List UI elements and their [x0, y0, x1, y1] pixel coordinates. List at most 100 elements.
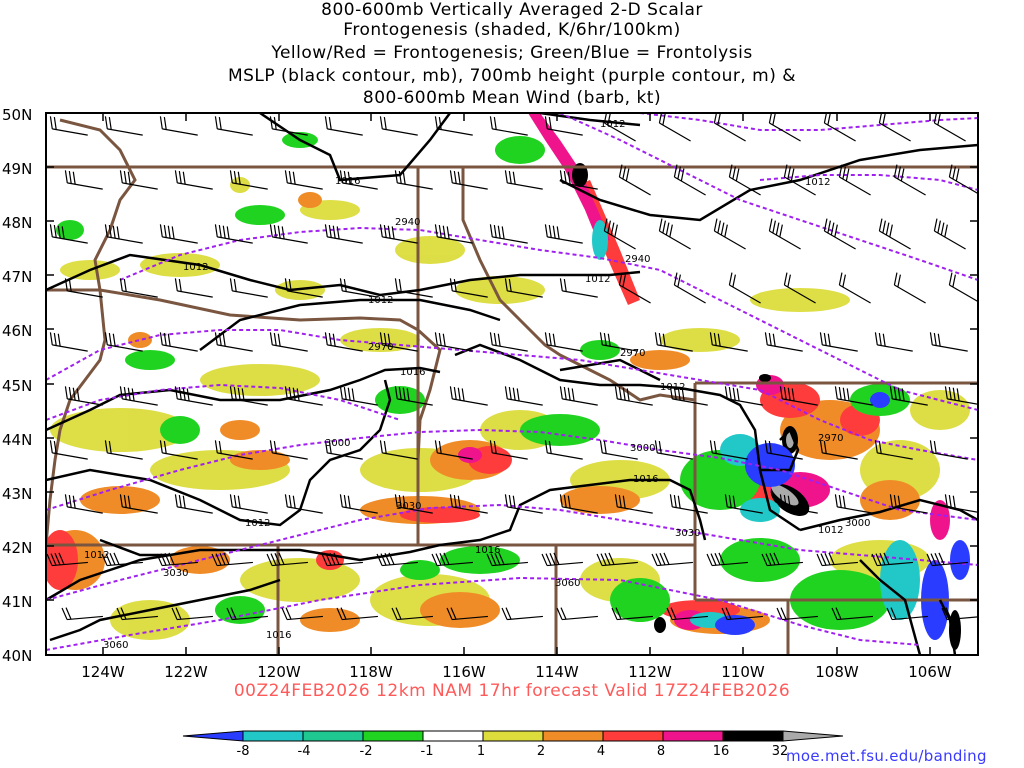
mslp-label: 1012 — [660, 382, 685, 393]
height-label: 3000 — [325, 438, 350, 449]
wind-barb — [119, 494, 158, 514]
lon-label: 106W — [908, 663, 952, 681]
wind-barb — [61, 607, 103, 621]
credit-link[interactable]: moe.met.fsu.edu/banding — [786, 747, 987, 765]
colorbar-swatch — [782, 730, 844, 742]
wind-barb — [104, 332, 143, 352]
mslp-label: 1016 — [475, 545, 500, 556]
wind-barb — [559, 494, 598, 514]
wind-barb — [284, 278, 323, 298]
wind-barb — [541, 552, 583, 567]
lon-label: 112W — [628, 663, 672, 681]
title-line-1: 800-600mb Vertically Averaged 2-D Scalar — [321, 0, 703, 20]
wind-barb — [376, 552, 418, 567]
wind-barb — [889, 494, 928, 514]
mslp-label: 1012 — [368, 295, 393, 306]
wind-barb — [779, 494, 818, 514]
wind-barb — [944, 386, 978, 406]
wind-barb — [724, 494, 763, 514]
wind-barb — [159, 440, 198, 460]
wind-barb — [64, 278, 103, 298]
height-label: 2970 — [818, 433, 843, 444]
wind-barb — [783, 272, 816, 304]
wind-barb — [724, 386, 763, 406]
wind-barb — [379, 440, 418, 460]
wind-barb — [226, 607, 268, 621]
wind-barb — [339, 494, 378, 514]
wind-barb — [104, 116, 143, 136]
mslp-label: 1016 — [335, 176, 360, 187]
colorbar-swatch — [362, 730, 424, 742]
colorbar-swatch — [182, 730, 244, 742]
wind-barb — [768, 113, 801, 142]
height-label: 3030 — [163, 568, 188, 579]
wind-barb — [394, 494, 433, 514]
lon-label: 120W — [257, 663, 301, 681]
colorbar-label: 16 — [712, 744, 730, 759]
wind-barb — [819, 440, 858, 460]
wind-barb — [229, 386, 268, 406]
wind-barb — [324, 116, 363, 136]
wind-barb — [823, 218, 856, 250]
wind-barb — [658, 113, 691, 142]
title-line-2: Frontogenesis (shaded, K/6hr/100km) — [343, 20, 681, 40]
mslp-label: 1012 — [585, 274, 610, 285]
lon-label: 116W — [442, 663, 486, 681]
colorbar-label: -1 — [420, 744, 434, 759]
wind-barb — [434, 224, 473, 244]
wind-barb — [446, 607, 488, 621]
wind-barb — [394, 386, 433, 406]
colorbar-swatch — [722, 730, 784, 742]
wind-barb — [764, 440, 803, 460]
colorbar — [182, 730, 844, 742]
colorbar-label: -4 — [297, 744, 311, 759]
wind-barb — [269, 332, 308, 352]
wind-barb — [104, 224, 143, 244]
mslp-label: 1016 — [266, 630, 291, 641]
wind-barb — [49, 332, 88, 352]
lon-label: 110W — [721, 663, 765, 681]
mslp-label: 1012 — [600, 119, 625, 130]
wind-barb — [119, 278, 158, 298]
wind-barb — [174, 278, 213, 298]
wind-barb — [229, 170, 268, 190]
height-label: 3060 — [555, 578, 580, 589]
wind-barb — [614, 494, 653, 514]
wind-barb — [284, 386, 323, 406]
colorbar-label: -2 — [359, 744, 373, 759]
height-label: 2940 — [625, 254, 650, 265]
wind-barb — [489, 224, 528, 244]
wind-barb — [379, 332, 418, 352]
wind-barb — [823, 113, 856, 142]
wind-barb — [886, 607, 928, 621]
valid-time: 00Z24FEB2026 12km NAM 17hr forecast Vali… — [233, 681, 791, 701]
wind-barb — [489, 332, 528, 352]
wind-barb — [449, 494, 488, 514]
wind-barb — [321, 552, 363, 567]
wind-barb — [394, 170, 433, 190]
wind-barb — [324, 332, 363, 352]
height-label: 2970 — [368, 342, 393, 353]
wind-barb — [336, 607, 378, 621]
wind-barb — [666, 607, 708, 621]
wind-barb — [889, 386, 928, 406]
wind-barb — [49, 440, 88, 460]
lat-label: 47N — [2, 268, 32, 286]
wind-barb — [654, 440, 693, 460]
wind-barb — [269, 440, 308, 460]
mslp-label: 1016 — [400, 367, 425, 378]
wind-barb — [159, 116, 198, 136]
wind-barb — [933, 218, 966, 250]
wind-barb — [544, 440, 583, 460]
axis-ticks — [46, 112, 978, 656]
wind-barb — [211, 552, 253, 567]
wind-barb — [339, 170, 378, 190]
wind-barb — [618, 164, 651, 196]
wind-barb — [156, 552, 198, 567]
wind-barb — [159, 224, 198, 244]
wind-barb — [49, 116, 88, 136]
wind-barb — [174, 386, 213, 406]
wind-barb — [669, 494, 708, 514]
wind-barb — [171, 607, 213, 621]
